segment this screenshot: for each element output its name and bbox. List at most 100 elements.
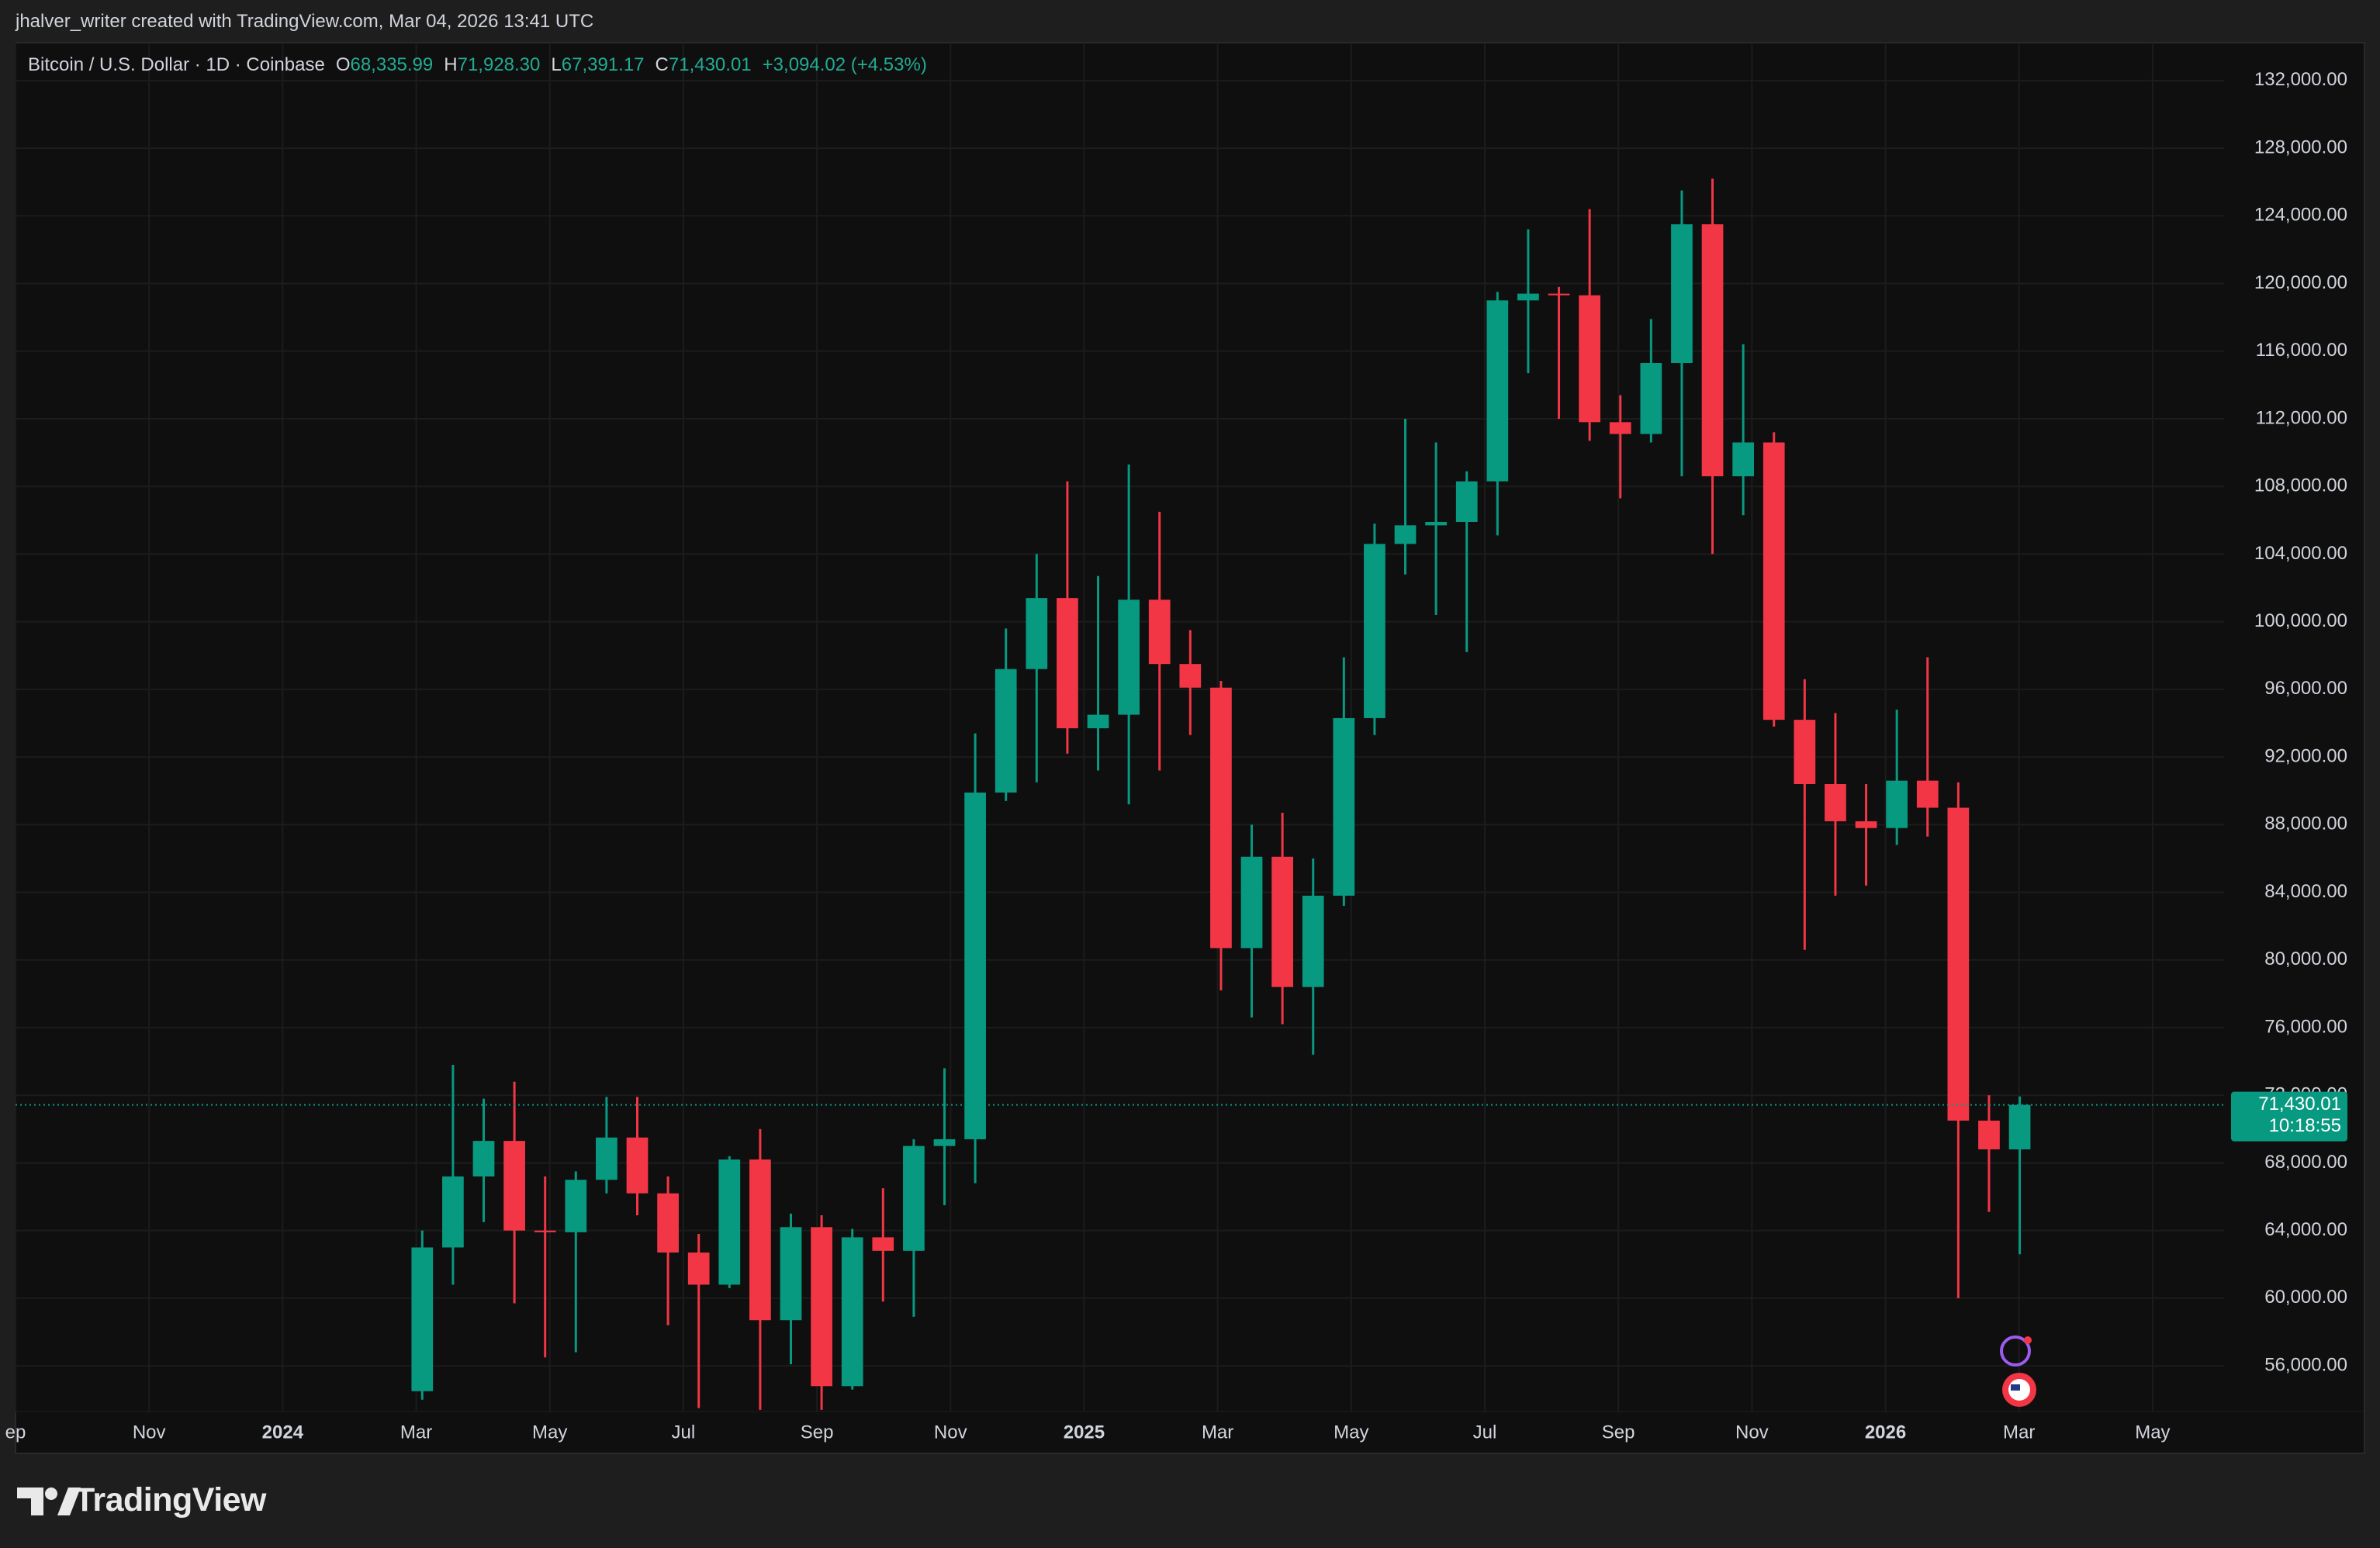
x-tick-label: Mar (400, 1422, 432, 1443)
event-dot (2024, 1336, 2032, 1344)
candle-body (1702, 224, 1724, 476)
candle-body (872, 1237, 894, 1250)
candle-body (1610, 422, 1631, 434)
candle-body (565, 1180, 586, 1232)
x-tick-label: 2024 (262, 1422, 304, 1443)
candle-body (1794, 720, 1815, 784)
y-tick-label: 60,000.00 (2264, 1287, 2347, 1308)
y-tick-label: 120,000.00 (2254, 272, 2347, 293)
brand-name[interactable]: TradingView (74, 1481, 266, 1519)
low-label: L (551, 54, 561, 75)
candle-body (1333, 718, 1354, 896)
candle-body (1856, 821, 1877, 828)
candle-body (596, 1138, 617, 1180)
y-tick-label: 84,000.00 (2264, 881, 2347, 902)
x-tick-label: Mar (2003, 1422, 2035, 1443)
countdown-label: 10:18:55 (2269, 1115, 2341, 1136)
candle-body (934, 1139, 956, 1146)
candle-body (534, 1231, 556, 1232)
candle-body (442, 1177, 464, 1248)
candle-body (1763, 443, 1785, 720)
candle-body (657, 1194, 679, 1253)
candle-body (903, 1146, 925, 1251)
y-tick-label: 104,000.00 (2254, 543, 2347, 564)
candle-body (1395, 525, 1417, 544)
candle-body (1978, 1121, 2000, 1149)
candle-body (1302, 896, 1324, 987)
candle-body (1118, 600, 1140, 714)
candle-body (688, 1253, 710, 1284)
candle-body (1364, 544, 1385, 718)
y-tick-label: 132,000.00 (2254, 69, 2347, 90)
y-tick-label: 128,000.00 (2254, 136, 2347, 157)
candle-body (1026, 598, 1047, 669)
candle-body (811, 1227, 832, 1386)
close-label: C (656, 54, 669, 75)
x-tick-label: Nov (1735, 1422, 1769, 1443)
candle-body (1640, 363, 1662, 434)
y-tick-label: 124,000.00 (2254, 205, 2347, 226)
candle-body (1886, 781, 1908, 828)
candle-body (1179, 664, 1201, 688)
low-value: 67,391.17 (562, 54, 645, 75)
candle-body (1210, 688, 1232, 948)
y-tick-label: 116,000.00 (2256, 340, 2347, 361)
x-tick-label: 2026 (1865, 1422, 1906, 1443)
y-tick-label: 64,000.00 (2264, 1219, 2347, 1240)
candle-body (1825, 784, 1846, 821)
chart-background (16, 43, 2364, 1453)
x-tick-label: Nov (934, 1422, 967, 1443)
candle-body (995, 669, 1017, 793)
change-value: +3,094.02 (+4.53%) (763, 54, 927, 75)
x-tick-label: 2025 (1064, 1422, 1105, 1443)
candle-body (503, 1141, 525, 1231)
y-tick-label: 100,000.00 (2254, 610, 2347, 631)
tradingview-logo (17, 1488, 81, 1515)
candle-body (1088, 715, 1109, 728)
y-tick-label: 80,000.00 (2264, 948, 2347, 969)
flag-canton (2011, 1384, 2020, 1391)
symbol-legend: Bitcoin / U.S. Dollar · 1D · Coinbase O68… (28, 54, 938, 76)
close-value: 71,430.01 (669, 54, 752, 75)
symbol-name[interactable]: Bitcoin / U.S. Dollar · 1D · Coinbase (28, 54, 325, 75)
candle-body (411, 1247, 433, 1391)
x-tick-label: Jul (1473, 1422, 1497, 1443)
x-tick-label: Sep (801, 1422, 834, 1443)
x-tick-label: ep (5, 1422, 26, 1443)
open-label: O (336, 54, 351, 75)
candle-body (627, 1138, 649, 1194)
candle-body (1456, 482, 1478, 522)
open-value: 68,335.99 (350, 54, 433, 75)
candle-body (1548, 294, 1570, 295)
candle-body (842, 1237, 863, 1386)
candle-body (1425, 522, 1447, 525)
candle-body (749, 1159, 771, 1320)
x-tick-label: May (1334, 1422, 1368, 1443)
y-tick-label: 68,000.00 (2264, 1152, 2347, 1173)
x-tick-label: Nov (133, 1422, 166, 1443)
y-tick-label: 76,000.00 (2264, 1016, 2347, 1037)
candle-body (1057, 598, 1078, 728)
candle-body (718, 1159, 740, 1284)
high-label: H (444, 54, 457, 75)
candle-body (964, 793, 986, 1139)
candle-body (1732, 443, 1754, 477)
candle-body (1486, 300, 1508, 481)
last-price-label: 71,430.01 (2258, 1094, 2341, 1114)
y-tick-label: 112,000.00 (2256, 407, 2347, 428)
candle-body (1271, 857, 1293, 987)
x-tick-label: May (532, 1422, 567, 1443)
high-value: 71,928.30 (458, 54, 541, 75)
candle-body (1579, 295, 1600, 423)
x-tick-label: Jul (672, 1422, 696, 1443)
candle-body (780, 1227, 802, 1320)
candle-body (1671, 224, 1693, 363)
candle-body (1149, 600, 1171, 664)
y-tick-label: 96,000.00 (2264, 678, 2347, 699)
y-tick-label: 56,000.00 (2264, 1354, 2347, 1375)
candle-body (1517, 294, 1539, 301)
header-text: jhalver_writer created with TradingView.… (16, 11, 593, 33)
candle-body (473, 1141, 495, 1177)
